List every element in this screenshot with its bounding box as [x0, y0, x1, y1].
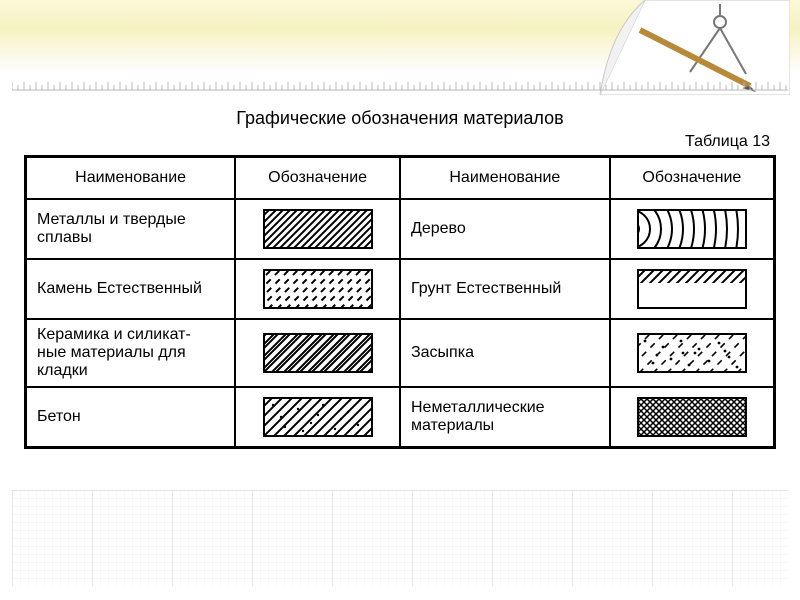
- material-name: Бетон: [26, 387, 236, 447]
- col-header: Обозначение: [235, 157, 400, 200]
- material-swatch: [610, 387, 775, 447]
- col-header: Наименование: [26, 157, 236, 200]
- material-name: Дерево: [400, 199, 610, 259]
- material-name: Металлы и твердые сплавы: [26, 199, 236, 259]
- ruler-ticks: [12, 78, 788, 90]
- material-name: Неметаллические материалы: [400, 387, 610, 447]
- table-row: Металлы и твердые сплавы Дерево: [26, 199, 775, 259]
- col-header: Наименование: [400, 157, 610, 200]
- col-header: Обозначение: [610, 157, 775, 200]
- material-name: Керамика и силикат-ные материалы для кла…: [26, 319, 236, 387]
- material-name: Грунт Естественный: [400, 259, 610, 319]
- table-row: Камень Естественный Грунт Естественный: [26, 259, 775, 319]
- table-header-row: Наименование Обозначение Наименование Об…: [26, 157, 775, 200]
- material-swatch: [235, 199, 400, 259]
- table-row: Керамика и силикат-ные материалы для кла…: [26, 319, 775, 387]
- material-name: Камень Естественный: [26, 259, 236, 319]
- materials-table: Наименование Обозначение Наименование Об…: [24, 155, 776, 449]
- material-swatch: [610, 319, 775, 387]
- table-row: Бетон Неметаллические материалы: [26, 387, 775, 447]
- material-swatch: [235, 319, 400, 387]
- table-caption: Таблица 13: [24, 133, 770, 151]
- bottom-grid: [12, 490, 788, 586]
- material-swatch: [610, 199, 775, 259]
- material-name: Засыпка: [400, 319, 610, 387]
- material-swatch: [235, 259, 400, 319]
- material-swatch: [610, 259, 775, 319]
- page-title: Графические обозначения материалов: [24, 108, 776, 129]
- material-swatch: [235, 387, 400, 447]
